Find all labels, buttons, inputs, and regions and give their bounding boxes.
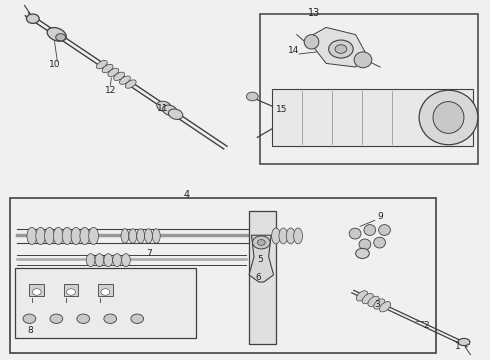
Ellipse shape [157,101,171,112]
Ellipse shape [97,60,107,69]
Ellipse shape [67,289,75,295]
Ellipse shape [419,90,478,145]
Ellipse shape [120,76,130,84]
Ellipse shape [286,228,295,244]
Polygon shape [249,235,273,282]
Ellipse shape [26,14,39,23]
Ellipse shape [95,254,104,267]
Text: 4: 4 [183,190,189,201]
Ellipse shape [53,227,63,244]
Bar [272,89,472,146]
Ellipse shape [23,314,36,323]
Text: 1: 1 [455,342,461,351]
Ellipse shape [335,45,347,53]
Ellipse shape [122,254,130,267]
Ellipse shape [152,229,160,243]
Ellipse shape [56,34,66,41]
Ellipse shape [104,314,117,323]
Text: 10: 10 [49,60,61,69]
Ellipse shape [354,52,372,68]
Ellipse shape [271,228,280,244]
Ellipse shape [125,80,136,88]
Ellipse shape [77,314,90,323]
Ellipse shape [252,236,270,249]
Ellipse shape [114,72,124,81]
Text: 8: 8 [27,326,33,335]
Ellipse shape [36,227,46,244]
Ellipse shape [89,227,98,244]
Ellipse shape [129,229,137,243]
Ellipse shape [374,237,386,248]
Ellipse shape [45,227,54,244]
Bar [10,198,436,353]
Text: 6: 6 [255,273,261,282]
Polygon shape [15,268,196,338]
Polygon shape [307,27,366,67]
Ellipse shape [349,228,361,239]
Ellipse shape [359,239,371,250]
Ellipse shape [131,314,144,323]
Ellipse shape [304,35,319,49]
Ellipse shape [246,92,258,101]
Ellipse shape [113,254,122,267]
Bar [29,284,44,296]
Bar [249,211,276,344]
Text: 7: 7 [147,249,152,258]
Ellipse shape [379,225,391,235]
Ellipse shape [50,314,63,323]
Ellipse shape [102,64,113,73]
Ellipse shape [27,227,37,244]
Text: 2: 2 [423,321,429,330]
Ellipse shape [433,102,464,134]
Ellipse shape [257,239,265,245]
Ellipse shape [71,227,81,244]
Bar [98,284,113,296]
Ellipse shape [362,293,373,304]
Ellipse shape [368,296,379,306]
Text: 9: 9 [377,212,383,220]
Ellipse shape [294,228,302,244]
Ellipse shape [137,229,145,243]
Ellipse shape [458,338,470,346]
Text: 11: 11 [157,104,169,113]
Ellipse shape [169,109,183,120]
Text: 12: 12 [104,86,116,95]
Ellipse shape [121,229,129,243]
Ellipse shape [62,227,72,244]
Ellipse shape [329,40,353,58]
Ellipse shape [379,302,391,312]
Ellipse shape [80,227,90,244]
Ellipse shape [104,254,113,267]
Text: 5: 5 [257,255,263,264]
Ellipse shape [145,229,152,243]
Ellipse shape [108,68,119,77]
Ellipse shape [163,105,177,116]
Ellipse shape [374,299,385,309]
Text: 15: 15 [276,105,288,114]
Text: 3: 3 [374,300,380,309]
Ellipse shape [101,289,110,295]
Ellipse shape [32,289,41,295]
Ellipse shape [279,228,288,244]
Ellipse shape [86,254,95,267]
Ellipse shape [356,248,369,258]
Ellipse shape [47,28,66,41]
Bar [260,14,478,164]
Text: 14: 14 [288,46,300,55]
Bar [64,284,78,296]
Ellipse shape [364,225,376,235]
Text: 13: 13 [308,8,319,18]
Ellipse shape [356,291,368,301]
